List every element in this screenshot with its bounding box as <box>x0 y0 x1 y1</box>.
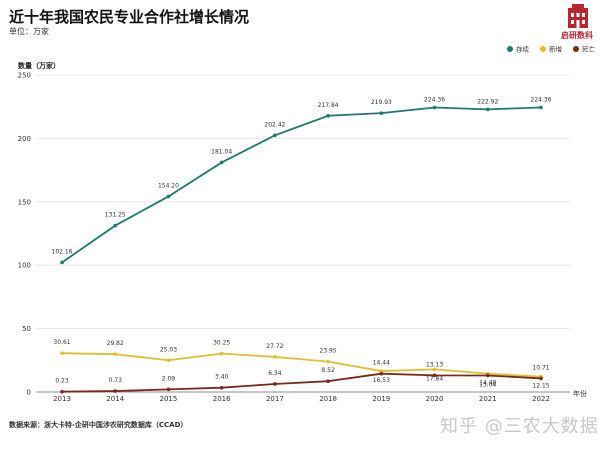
data-label: 14.48 <box>479 380 496 387</box>
data-point <box>113 352 118 356</box>
data-point <box>166 194 171 199</box>
data-point <box>219 385 224 390</box>
data-label: 131.25 <box>105 212 126 219</box>
watermark: 知乎 @三农大数据 <box>440 416 599 437</box>
data-point <box>379 369 384 373</box>
x-tick-label: 2013 <box>53 395 71 403</box>
data-label: 2.09 <box>162 375 176 382</box>
data-point <box>273 133 277 138</box>
data-label: 13.04 <box>479 381 496 388</box>
data-point <box>379 371 384 376</box>
legend-marker <box>573 46 579 52</box>
logo-text: 启研数科 <box>561 31 593 40</box>
data-label: 12.15 <box>532 383 549 390</box>
y-tick-label: 200 <box>18 135 31 143</box>
data-label: 0.73 <box>109 377 123 384</box>
data-point <box>485 373 490 378</box>
series-lines <box>60 105 543 394</box>
x-tick-label: 2016 <box>213 395 231 403</box>
data-label: 6.34 <box>268 370 282 377</box>
data-label: 224.36 <box>531 97 552 104</box>
series-line <box>61 106 542 264</box>
legend-label: 死亡 <box>582 45 596 54</box>
x-tick-label: 2019 <box>372 395 390 403</box>
data-point <box>273 355 277 359</box>
x-tick-label: 2015 <box>160 395 178 403</box>
data-label: 224.36 <box>424 97 445 104</box>
data-point <box>60 389 64 394</box>
data-point <box>113 389 118 393</box>
legend: 存续 新增 死亡 <box>507 45 596 54</box>
y-tick-label: 250 <box>18 72 31 80</box>
data-label: 17.84 <box>426 375 443 382</box>
data-label: 219.93 <box>371 99 392 106</box>
data-point <box>432 105 437 110</box>
data-point <box>326 379 330 383</box>
axes: 0 50 100 150 200 250 2013 2014 2015 2016 2017 2018 2… <box>18 72 570 403</box>
building-logo-icon <box>568 4 588 28</box>
legend-label: 新增 <box>549 45 562 54</box>
data-point <box>113 223 118 228</box>
data-point <box>432 367 437 372</box>
y-tick-label: 150 <box>18 198 31 206</box>
y-tick-label: 50 <box>22 325 31 333</box>
data-label: 29.82 <box>107 340 124 347</box>
series-line <box>61 352 542 378</box>
x-axis-label: 年份 <box>573 389 587 398</box>
data-label: 181.04 <box>211 148 232 155</box>
y-tick-label: 100 <box>18 262 31 270</box>
data-point <box>219 160 224 165</box>
x-tick-label: 2020 <box>426 395 444 403</box>
data-label: 16.53 <box>373 377 390 384</box>
legend-marker <box>507 46 513 52</box>
y-tick-label: 0 <box>27 389 31 397</box>
data-label: 23.95 <box>320 348 337 355</box>
data-point <box>432 373 437 378</box>
grid-lines <box>36 74 570 330</box>
chart-title: 近十年我国农民专业合作社增长情况 <box>9 8 250 26</box>
data-labels: 102.16 131.25 154.20 181.04 202.42 217.84 219.… <box>52 97 552 390</box>
data-point <box>485 107 490 112</box>
data-label: 27.72 <box>266 343 283 350</box>
series-line <box>61 372 542 393</box>
data-label: 3.40 <box>215 374 229 381</box>
data-label: 202.42 <box>264 121 285 128</box>
data-label: 30.25 <box>213 340 230 347</box>
data-label: 30.61 <box>53 339 70 346</box>
brand-logo: 启研数科 <box>560 2 594 42</box>
x-tick-label: 2021 <box>479 395 497 403</box>
data-label: 217.84 <box>318 102 339 109</box>
data-point <box>60 260 64 265</box>
legend-marker <box>540 46 546 52</box>
data-point <box>539 105 543 110</box>
data-point <box>273 382 277 386</box>
unit-label: 单位：万家 <box>9 27 49 36</box>
data-label: 10.71 <box>532 364 549 371</box>
data-point <box>166 358 171 363</box>
data-label: 154.20 <box>158 182 179 189</box>
x-tick-label: 2022 <box>532 395 550 403</box>
data-label: 13.13 <box>426 361 443 368</box>
data-point <box>166 387 171 392</box>
data-source-note: 数据来源：浙大卡特-企研中国涉农研究数据库（CCAD） <box>9 421 188 429</box>
data-label: 0.23 <box>55 378 69 385</box>
data-label: 8.52 <box>321 367 335 374</box>
data-point <box>379 111 384 115</box>
legend-label: 存续 <box>516 45 530 54</box>
x-tick-label: 2017 <box>266 395 284 403</box>
data-point <box>219 351 224 356</box>
x-tick-label: 2014 <box>106 395 124 403</box>
x-tick-label: 2018 <box>319 395 337 403</box>
data-label: 25.03 <box>160 346 177 353</box>
y-axis-label: 数量（万家） <box>18 61 60 70</box>
data-point <box>326 113 330 118</box>
data-point <box>326 359 330 364</box>
data-point <box>60 351 64 355</box>
data-label: 222.92 <box>477 98 498 105</box>
data-label: 14.44 <box>373 360 390 367</box>
data-point <box>539 376 543 381</box>
data-label: 102.16 <box>52 248 73 255</box>
